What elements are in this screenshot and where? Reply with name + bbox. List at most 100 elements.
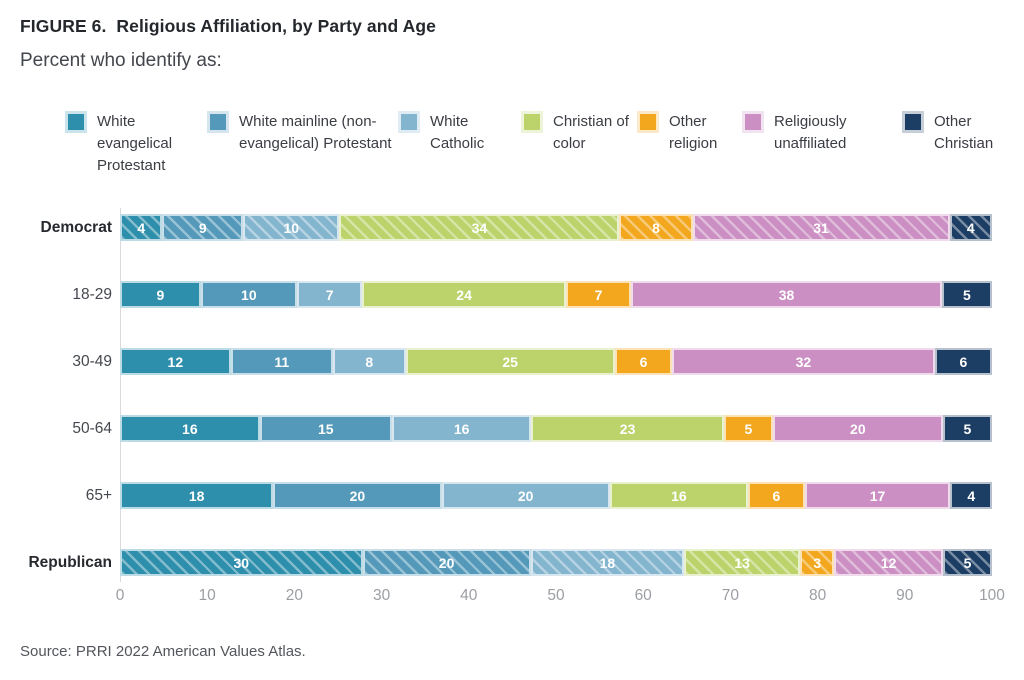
legend-label: Other religion (669, 113, 718, 152)
bar-value-label: 12 (880, 554, 897, 571)
bar-segment: 10 (200, 281, 297, 308)
bar-value-label: 13 (734, 554, 750, 571)
x-axis: 0 10 20 30 40 50 60 70 80 90 100 (116, 587, 1005, 607)
bar-segment: 7 (296, 281, 363, 308)
bar-segment: 25 (405, 348, 615, 375)
bar-value-label: 12 (167, 353, 184, 370)
chart-row: 65+ 18 20 20 16 6 17 4 (0, 482, 1024, 509)
x-axis-tick-label: 100 (979, 587, 1005, 604)
bar-value-label: 6 (772, 487, 781, 504)
stacked-bar-chart: Democrat 4 9 10 34 8 31 4 18-29 9 10 7 24 7 38 5 30-49 12… (0, 214, 1024, 616)
bar-value-label: 5 (963, 420, 972, 437)
bar-value-label: 23 (619, 420, 636, 437)
bar-value-label: 4 (966, 219, 975, 236)
bar-value-label: 6 (959, 353, 968, 370)
bar-segment: 4 (949, 214, 992, 241)
legend-label: White evangelical Protestant (97, 113, 173, 174)
bar-value-label: 20 (438, 554, 455, 571)
x-axis-tick-label: 10 (198, 587, 216, 604)
bar-segment: 23 (531, 415, 724, 442)
legend-label: Religiously unaffiliated (774, 113, 847, 152)
bar-value-label: 31 (813, 219, 829, 236)
bar-segment: 9 (120, 281, 201, 308)
bar-value-label: 16 (453, 420, 470, 437)
bar-value-label: 6 (639, 353, 648, 370)
legend-swatch-icon (524, 114, 540, 130)
chart-row: 18-29 9 10 7 24 7 38 5 (0, 281, 1024, 308)
bar-segment: 6 (934, 348, 993, 375)
legend-item: Other Christian (902, 111, 1014, 155)
bar-value-label: 7 (325, 286, 334, 303)
bar-segment: 34 (339, 214, 620, 241)
row-label: 30-49 (72, 353, 112, 370)
source-note: Source: PRRI 2022 American Values Atlas. (20, 643, 306, 660)
legend-label: White Catholic (430, 113, 485, 152)
bar-value-label: 10 (283, 219, 300, 236)
bar-value-label: 4 (137, 219, 146, 236)
legend-swatch-icon (640, 114, 656, 130)
bar-value-label: 16 (671, 487, 687, 504)
figure-subtitle: Percent who identify as: (20, 50, 222, 71)
row-label: 18-29 (72, 286, 112, 303)
legend-swatch-icon (210, 114, 226, 130)
bar-segment: 20 (441, 482, 610, 509)
bar-segment: 12 (834, 549, 944, 576)
legend-item: Other religion (637, 111, 739, 155)
bar-value-label: 30 (233, 554, 250, 571)
bar-stack: 9 10 7 24 7 38 5 (120, 281, 992, 308)
x-axis-tick-label: 30 (372, 587, 391, 604)
legend-label: Other Christian (934, 113, 994, 152)
bar-value-label: 24 (456, 286, 472, 303)
bar-value-label: 8 (652, 219, 660, 236)
bar-segment: 13 (684, 549, 801, 576)
bar-segment: 6 (614, 348, 673, 375)
bar-segment: 18 (120, 482, 274, 509)
bar-segment: 24 (362, 281, 566, 308)
bar-value-label: 38 (778, 286, 795, 303)
y-axis-line (120, 208, 121, 582)
x-axis-tick-label: 70 (721, 587, 740, 604)
bar-value-label: 15 (317, 420, 334, 437)
bar-value-label: 3 (813, 554, 822, 571)
bar-segment: 20 (773, 415, 943, 442)
bar-value-label: 20 (850, 420, 866, 437)
bar-value-label: 4 (967, 487, 976, 504)
chart-legend: White evangelical Protestant White mainli… (0, 111, 1024, 197)
bar-segment: 8 (332, 348, 406, 375)
row-label: Republican (28, 554, 112, 571)
bar-segment: 30 (120, 549, 363, 576)
bar-segment: 4 (120, 214, 163, 241)
bar-segment: 4 (950, 482, 992, 509)
x-axis-tick-label: 90 (896, 587, 914, 604)
bar-stack: 18 20 20 16 6 17 4 (120, 482, 992, 509)
bar-value-label: 16 (182, 420, 198, 437)
bar-segment: 7 (565, 281, 632, 308)
bar-value-label: 7 (594, 286, 603, 303)
bar-stack: 16 15 16 23 5 20 5 (120, 415, 993, 442)
bar-value-label: 25 (502, 353, 518, 370)
row-label: 50-64 (72, 420, 112, 437)
bar-value-label: 5 (744, 420, 753, 437)
bar-segment: 32 (672, 348, 935, 375)
bar-segment: 20 (362, 549, 531, 576)
x-axis-tick-label: 50 (547, 587, 565, 604)
bar-segment: 11 (230, 348, 333, 375)
x-axis-tick-label: 40 (460, 587, 478, 604)
bar-segment: 16 (120, 415, 260, 442)
x-axis-tick-label: 80 (808, 587, 827, 604)
bar-segment: 9 (162, 214, 244, 241)
bar-value-label: 10 (241, 286, 257, 303)
bar-value-label: 9 (156, 286, 165, 303)
bar-value-label: 20 (517, 487, 534, 504)
bar-segment: 12 (120, 348, 231, 375)
bar-value-label: 18 (188, 487, 205, 504)
bar-segment: 5 (723, 415, 773, 442)
bar-segment: 10 (243, 214, 340, 241)
legend-swatch-icon (745, 114, 761, 130)
bar-value-label: 11 (274, 353, 290, 370)
x-axis-tick-label: 60 (634, 587, 652, 604)
row-label: Democrat (40, 219, 113, 236)
chart-row: 30-49 12 11 8 25 6 32 6 (0, 348, 1024, 375)
bar-segment: 8 (619, 214, 693, 241)
legend-swatch-icon (401, 114, 417, 130)
